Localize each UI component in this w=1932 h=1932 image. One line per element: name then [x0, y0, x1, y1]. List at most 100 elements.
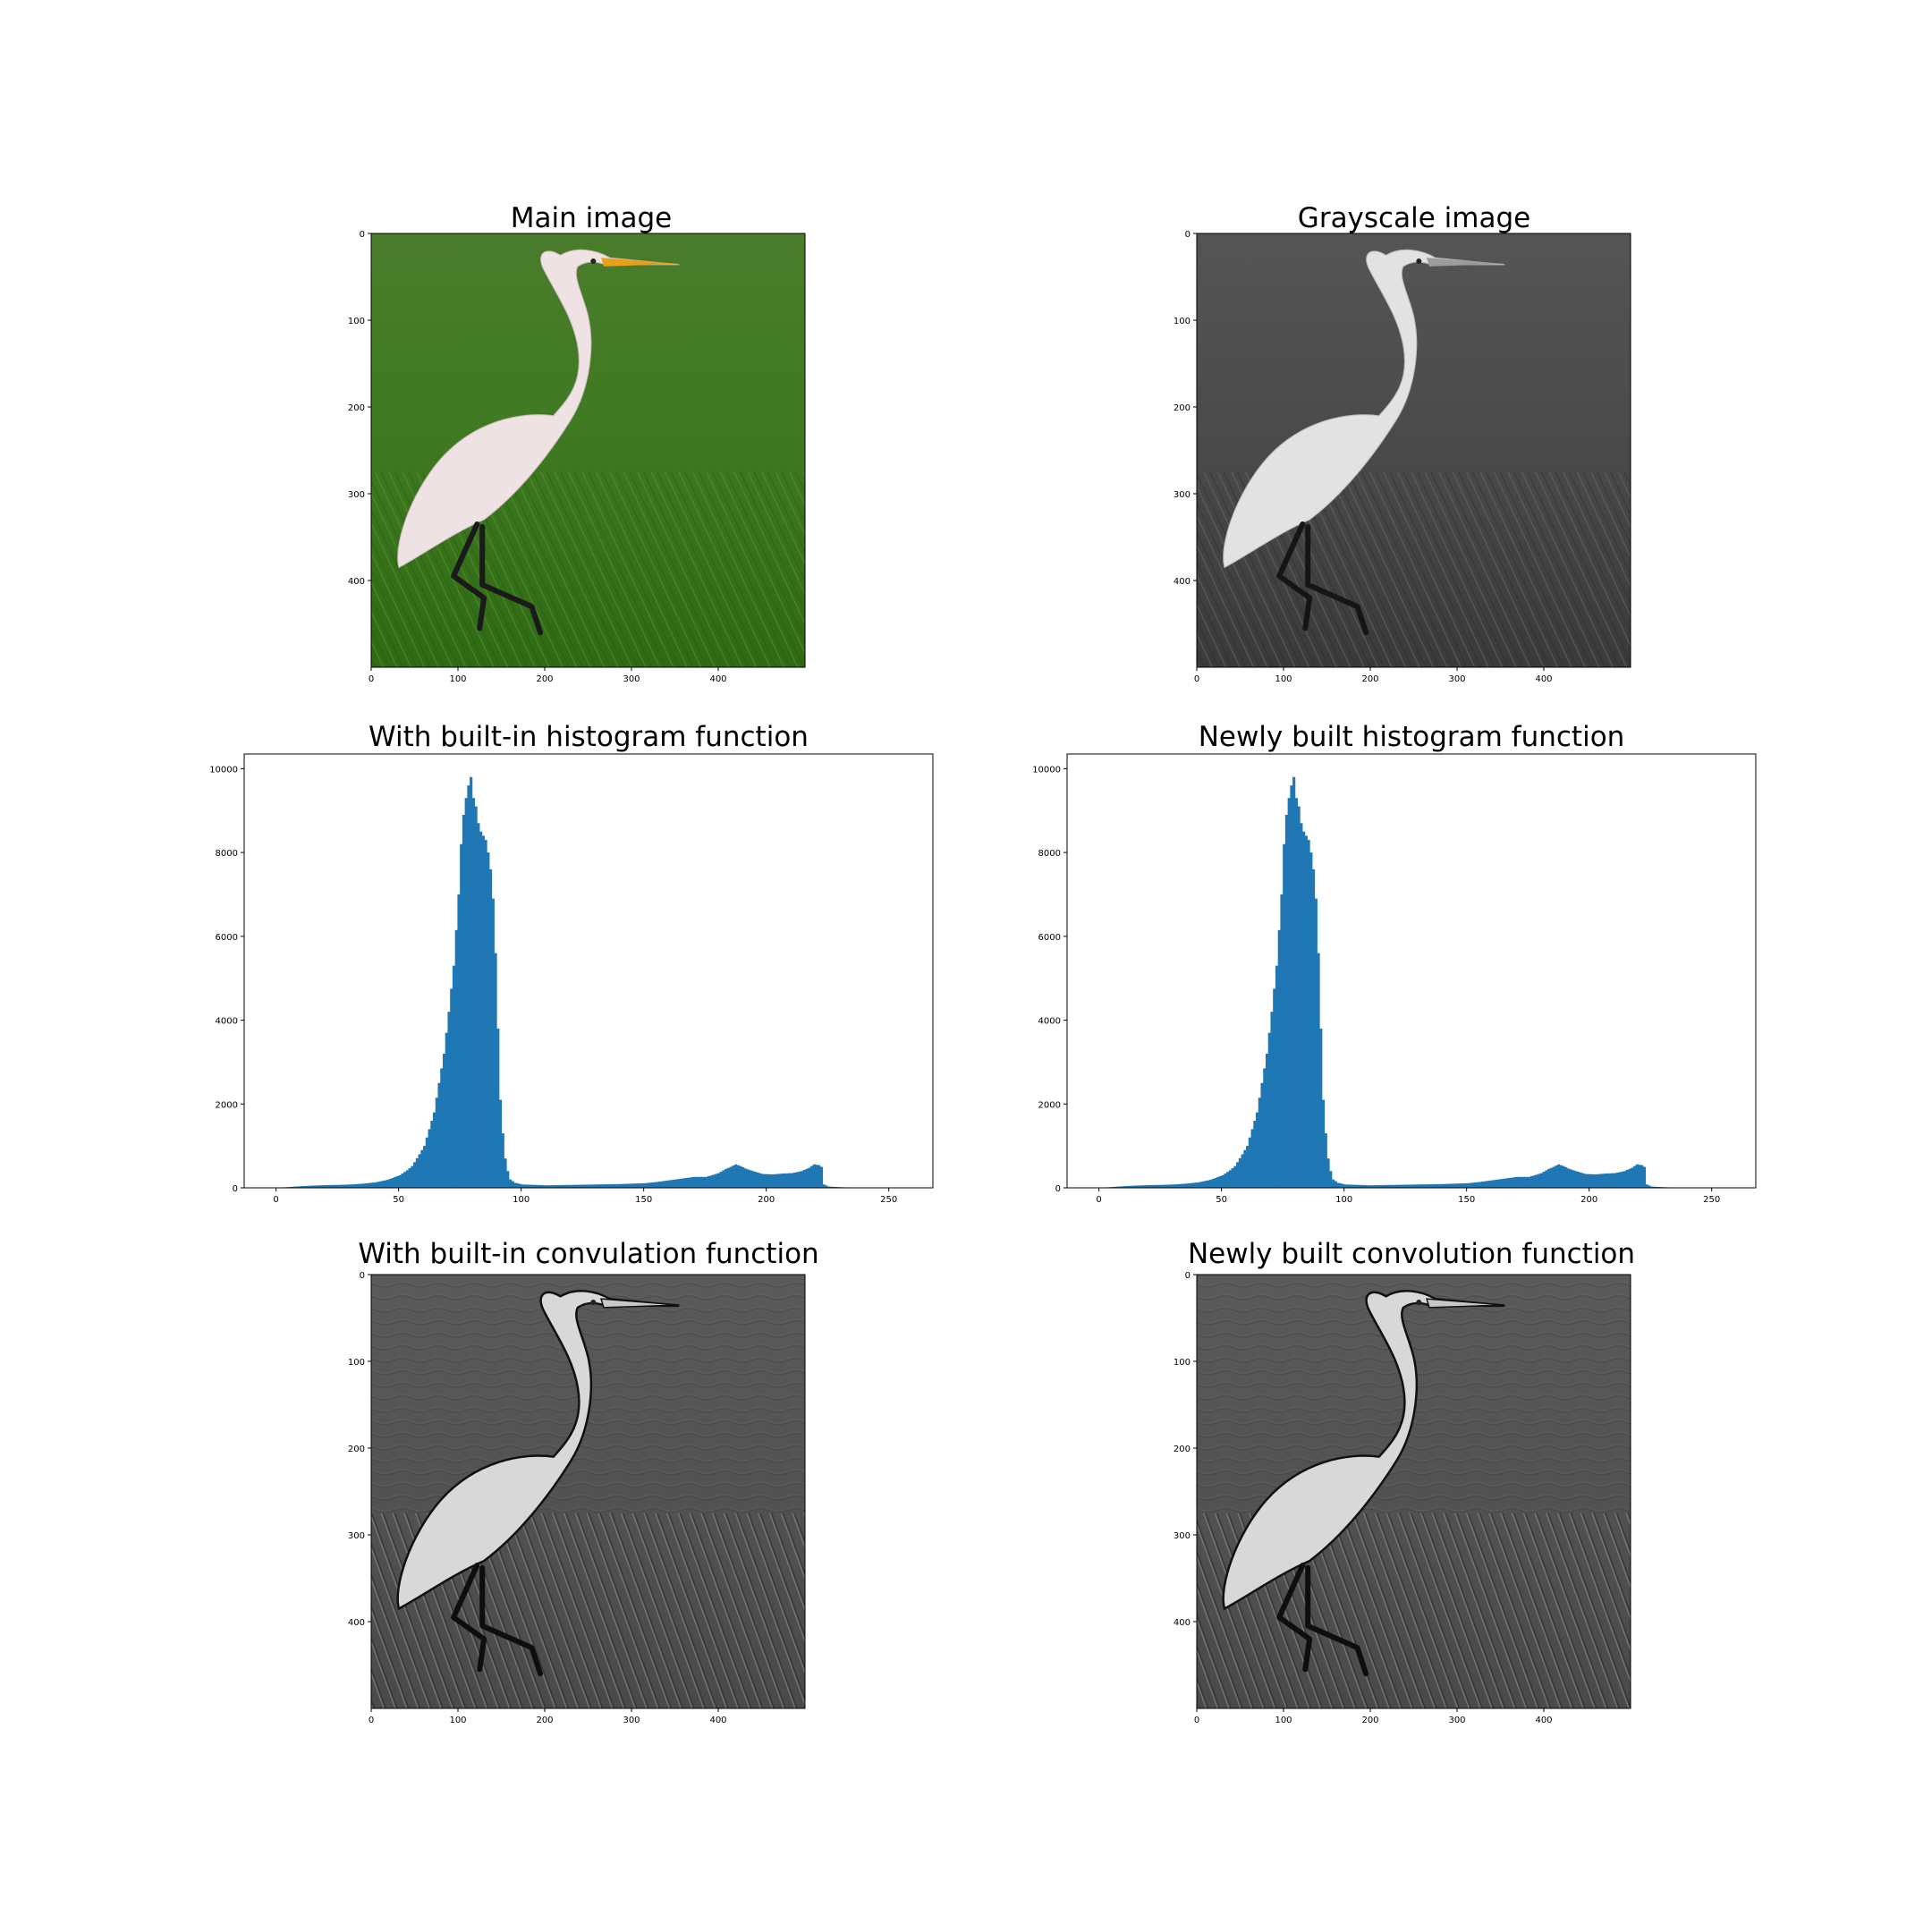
- histogram-bar: [643, 1182, 647, 1188]
- egret-beak: [1427, 258, 1505, 267]
- histogram-bar: [564, 1184, 569, 1188]
- histogram-bar: [1302, 831, 1306, 1188]
- histogram-bar: [470, 776, 473, 1188]
- histogram-bar: [1555, 1165, 1558, 1188]
- histogram-bar: [526, 1184, 530, 1188]
- y-tick-label: 200: [348, 1445, 365, 1454]
- histogram-bar: [1623, 1171, 1627, 1188]
- histogram-bar: [1277, 929, 1281, 1188]
- image-panel-conv_new: 0 100 200 300 400 0 100 200 300 400: [1174, 1271, 1631, 1725]
- histogram-bar: [305, 1185, 309, 1188]
- histogram-bar: [1380, 1184, 1384, 1188]
- histogram-bar: [403, 1172, 407, 1188]
- histogram-bar: [1321, 1099, 1326, 1188]
- histogram-bar: [445, 1032, 448, 1188]
- histogram-bar: [656, 1182, 659, 1188]
- histogram-bar: [1491, 1180, 1495, 1188]
- histogram-bar: [1187, 1183, 1191, 1188]
- panel-title-conv-new: Newly built convolution function: [1187, 1238, 1636, 1270]
- histogram-bar: [756, 1172, 759, 1188]
- histogram-bar: [555, 1185, 559, 1188]
- histogram-bar: [832, 1186, 835, 1188]
- histogram-bar: [1412, 1184, 1416, 1188]
- histogram-bar: [577, 1184, 580, 1188]
- histogram-bar: [778, 1174, 782, 1188]
- histogram-bar: [1479, 1182, 1482, 1188]
- histogram-bar: [1652, 1186, 1657, 1188]
- histogram-bar: [1170, 1184, 1174, 1188]
- histogram-bar: [808, 1167, 811, 1188]
- histogram-bar: [391, 1178, 394, 1188]
- histogram-bar: [734, 1164, 738, 1188]
- histogram-bar: [1270, 1012, 1274, 1188]
- histogram-bar: [295, 1186, 299, 1188]
- histogram-bars: [278, 776, 900, 1188]
- histogram-bar: [761, 1174, 765, 1188]
- egret-body: [396, 1290, 680, 1611]
- histogram-bar: [1618, 1172, 1622, 1188]
- egret-beak: [601, 258, 680, 267]
- histogram-bar: [1425, 1184, 1428, 1188]
- histogram-bar: [712, 1174, 716, 1188]
- histogram-bar: [722, 1170, 725, 1188]
- egret-beak: [600, 1298, 680, 1309]
- histogram-bar: [457, 894, 461, 1188]
- histogram-bar: [829, 1186, 834, 1188]
- histogram-bar: [504, 1158, 507, 1188]
- histogram-bar: [819, 1166, 824, 1188]
- image-panel-main: 0 100 200 300 400 0 100 200 300 400: [348, 230, 806, 684]
- x-tick-label: 400: [1535, 1716, 1552, 1725]
- histogram-bar: [1557, 1164, 1561, 1188]
- histogram-bar: [536, 1184, 539, 1188]
- egret-eye: [1416, 258, 1422, 265]
- histogram-bar: [567, 1184, 571, 1188]
- x-tick-label: 400: [709, 1716, 726, 1725]
- y-tick-label: 200: [1174, 403, 1191, 413]
- histogram-bar: [606, 1184, 610, 1188]
- histogram-bar: [715, 1174, 718, 1188]
- histogram-bar: [1532, 1175, 1536, 1188]
- histogram-bar: [1513, 1177, 1516, 1188]
- histogram-bar: [1385, 1184, 1389, 1188]
- y-tick-label: 400: [348, 1618, 365, 1628]
- histogram-bar: [792, 1172, 796, 1188]
- histogram-bar: [506, 1171, 510, 1188]
- x-tick-label: 100: [513, 1195, 530, 1205]
- histogram-bar: [702, 1176, 706, 1188]
- histogram-bar: [768, 1174, 772, 1188]
- histogram-bar: [337, 1184, 341, 1188]
- y-tick-label: 4000: [216, 1017, 238, 1027]
- x-tick-label: 300: [1448, 674, 1465, 684]
- histogram-bar: [1429, 1184, 1433, 1188]
- histogram-bar: [1360, 1184, 1364, 1188]
- egret-body: [397, 249, 680, 569]
- histogram-bar: [1614, 1173, 1617, 1188]
- histogram-bar: [678, 1179, 682, 1188]
- histogram-bar: [1559, 1165, 1563, 1188]
- histogram-bar: [1547, 1168, 1551, 1188]
- histogram-bar: [430, 1121, 434, 1188]
- histogram-bar: [1628, 1168, 1631, 1188]
- histogram-bar: [415, 1157, 419, 1188]
- histogram-bar: [1339, 1182, 1343, 1188]
- histogram-bar: [1142, 1185, 1147, 1188]
- histogram-bar: [1505, 1178, 1509, 1188]
- histogram-bar: [648, 1182, 652, 1188]
- histogram-bar: [312, 1185, 316, 1188]
- histogram-bar: [1241, 1154, 1244, 1188]
- histogram-bar: [1473, 1182, 1478, 1188]
- x-tick-label: 150: [635, 1195, 652, 1205]
- histogram-bar: [766, 1174, 769, 1188]
- histogram-bar: [523, 1184, 527, 1188]
- histogram-bar: [732, 1165, 735, 1188]
- histogram-bar: [1165, 1184, 1168, 1188]
- histogram-bar: [1635, 1164, 1639, 1188]
- histogram-bar: [788, 1173, 792, 1188]
- histogram-bar: [1655, 1186, 1658, 1188]
- histogram-bar: [1207, 1180, 1210, 1188]
- histogram-bar: [533, 1184, 537, 1188]
- histogram-bar: [376, 1182, 380, 1188]
- histogram-bar: [1390, 1184, 1394, 1188]
- histogram-bar: [1366, 1185, 1369, 1188]
- histogram-bar: [580, 1184, 583, 1188]
